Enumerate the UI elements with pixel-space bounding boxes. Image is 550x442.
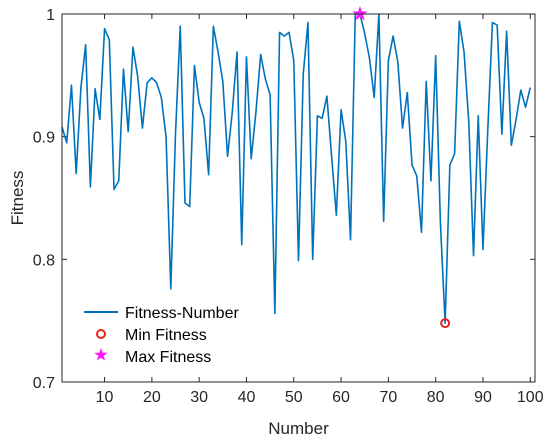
y-axis-ticks: 0.7 0.8 0.9 1 (33, 7, 535, 392)
legend: Fitness-Number Min Fitness Max Fitness (72, 296, 256, 370)
y-tick-label: 1 (46, 7, 55, 24)
legend-label-series: Fitness-Number (125, 305, 239, 322)
x-tick-label: 50 (285, 389, 303, 406)
y-tick-label: 0.7 (33, 375, 55, 392)
x-tick-label: 60 (332, 389, 350, 406)
x-tick-label: 70 (379, 389, 397, 406)
x-tick-label: 20 (143, 389, 161, 406)
legend-label-max: Max Fitness (125, 349, 211, 366)
y-tick-label: 0.8 (33, 252, 55, 269)
x-tick-label: 10 (96, 389, 114, 406)
x-tick-label: 40 (238, 389, 256, 406)
y-axis-label: Fitness (8, 171, 27, 226)
y-tick-label: 0.9 (33, 130, 55, 147)
plot-frame (61, 13, 536, 383)
x-axis-label: Number (268, 419, 329, 438)
max-fitness-marker (352, 6, 368, 21)
series-layer (61, 6, 532, 329)
legend-label-min: Min Fitness (125, 327, 207, 344)
x-tick-label: 80 (427, 389, 445, 406)
legend-max-star-icon (94, 348, 108, 361)
fitness-series-line (61, 13, 532, 324)
legend-min-marker-icon (96, 329, 106, 339)
x-axis-ticks: 10 20 30 40 50 60 70 80 90 100 (96, 14, 544, 406)
x-tick-label: 100 (517, 389, 544, 406)
x-tick-label: 90 (474, 389, 492, 406)
x-tick-label: 30 (190, 389, 208, 406)
min-fitness-marker (440, 318, 451, 329)
